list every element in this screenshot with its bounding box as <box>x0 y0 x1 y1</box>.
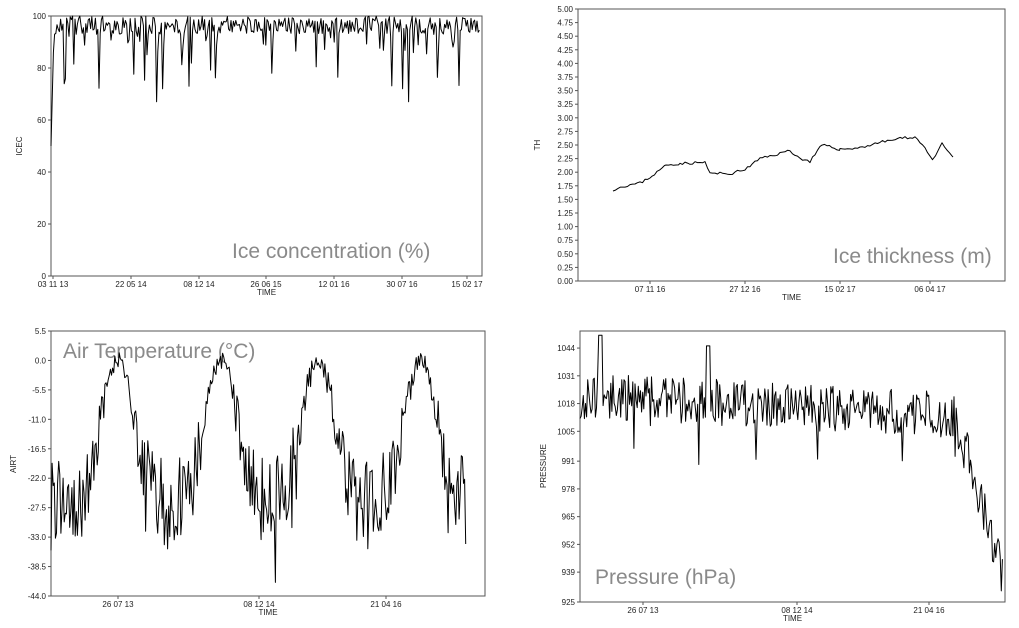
y-tick-label: 1044 <box>557 344 575 353</box>
y-tick-label: -27.5 <box>28 504 47 513</box>
x-axis-label: TIME <box>258 608 277 617</box>
x-tick-label: 26 06 15 <box>250 280 282 289</box>
chart-annotation: Pressure (hPa) <box>595 566 736 589</box>
y-tick-label: 925 <box>562 598 576 607</box>
ice-thickness-panel: 0.00 0.25 0.50 0.75 1.00 1.25 1.50 1.75 2.00 2.25… <box>533 5 1006 302</box>
x-tick-label: 30 07 16 <box>386 280 418 289</box>
y-tick-label: 100 <box>33 12 47 21</box>
y-tick-label: 3.00 <box>557 114 573 123</box>
ice-thickness-line <box>612 136 954 192</box>
y-tick-label: -16.5 <box>28 445 47 454</box>
x-tick-label: 06 04 17 <box>914 285 946 294</box>
x-tick-label: 22 05 14 <box>115 280 147 289</box>
chart-annotation: Ice thickness (m) <box>833 245 992 268</box>
y-tick-label: 5.00 <box>557 5 573 14</box>
y-tick-label: 0 <box>42 272 47 281</box>
x-axis-label: TIME <box>782 293 801 302</box>
y-tick-label: 4.25 <box>557 46 573 55</box>
y-tick-label: 1.25 <box>557 209 573 218</box>
y-tick-label: 0.0 <box>35 356 47 365</box>
y-tick-label: 1.00 <box>557 223 573 232</box>
y-tick-label: 3.25 <box>557 100 573 109</box>
y-tick-label: -22.0 <box>28 474 47 483</box>
y-tick-label: 1.50 <box>557 195 573 204</box>
y-tick-label: 2.50 <box>557 141 573 150</box>
x-axis-label: TIME <box>783 614 802 623</box>
x-tick-label: 27 12 16 <box>729 285 761 294</box>
y-tick-label: 991 <box>562 457 576 466</box>
x-tick-label: 12 01 16 <box>318 280 350 289</box>
air-temperature-line <box>50 352 467 583</box>
y-tick-label: 2.75 <box>557 127 573 136</box>
y-tick-label: 4.00 <box>557 59 573 68</box>
x-tick-label: 08 12 14 <box>243 600 275 609</box>
ice-concentration-panel: 0 20 40 60 80 100 03 11 13 22 05 14 08 12 14 26 0… <box>15 12 483 297</box>
y-tick-label: 80 <box>37 64 46 73</box>
x-tick-label: 07 11 16 <box>635 285 666 294</box>
y-tick-label: -11.0 <box>28 415 46 424</box>
pressure-panel: 925 939 952 965 978 991 1005 1018 1031 1044 26 07 … <box>539 330 1006 623</box>
y-tick-label: 40 <box>37 168 46 177</box>
x-tick-label: 08 12 14 <box>781 606 813 615</box>
y-tick-label: 1031 <box>557 372 575 381</box>
y-tick-label: 2.00 <box>557 168 573 177</box>
x-axis-label: TIME <box>257 288 276 297</box>
y-tick-label: 5.5 <box>35 327 47 336</box>
y-tick-label: 939 <box>562 568 576 577</box>
y-tick-label: 0.00 <box>557 277 573 286</box>
y-tick-label: -33.0 <box>28 533 47 542</box>
x-tick-label: 26 07 13 <box>102 600 134 609</box>
y-tick-label: 0.75 <box>557 236 573 245</box>
y-tick-label: 0.25 <box>557 263 573 272</box>
y-tick-label: 4.50 <box>557 32 573 41</box>
y-tick-label: -5.5 <box>32 386 46 395</box>
plot-frame <box>579 330 1006 603</box>
y-axis-label: AIRT <box>9 455 18 473</box>
pressure-line <box>579 334 1003 592</box>
x-tick-label: 15 02 17 <box>824 285 856 294</box>
air-temperature-panel: 5.5 0.0 -5.5 -11.0 -16.5 -22.0 -27.5 -33.0 -38.5… <box>9 327 486 617</box>
x-tick-label: 15 02 17 <box>451 280 483 289</box>
x-tick-label: 26 07 13 <box>627 606 659 615</box>
x-tick-label: 08 12 14 <box>183 280 215 289</box>
plot-frame <box>50 15 483 277</box>
y-tick-label: -44.0 <box>28 592 47 601</box>
chart-annotation: Air Temperature (°C) <box>63 340 255 363</box>
y-tick-label: 3.50 <box>557 87 573 96</box>
y-tick-label: 60 <box>37 116 46 125</box>
x-tick-label: 21 04 16 <box>370 600 402 609</box>
y-axis-label: TH <box>533 139 542 150</box>
x-tick-label: 03 11 13 <box>38 280 69 289</box>
y-tick-label: 1005 <box>557 427 575 436</box>
y-tick-label: 1.75 <box>557 182 573 191</box>
ice-concentration-line <box>50 15 480 147</box>
y-tick-label: 3.75 <box>557 73 573 82</box>
y-axis-label: ICEC <box>15 136 24 155</box>
y-tick-label: 4.75 <box>557 19 573 28</box>
y-tick-label: 978 <box>562 485 576 494</box>
y-tick-label: 952 <box>562 540 576 549</box>
x-tick-label: 21 04 16 <box>913 606 945 615</box>
chart-annotation: Ice concentration (%) <box>232 240 430 263</box>
y-tick-label: 2.25 <box>557 155 573 164</box>
y-axis-label: PRESSURE <box>539 444 548 488</box>
y-tick-label: 20 <box>37 220 46 229</box>
y-tick-label: -38.5 <box>28 563 47 572</box>
y-tick-label: 965 <box>562 513 576 522</box>
y-tick-label: 1018 <box>557 400 575 409</box>
y-tick-label: 0.50 <box>557 250 573 259</box>
plot-frame <box>50 330 486 597</box>
